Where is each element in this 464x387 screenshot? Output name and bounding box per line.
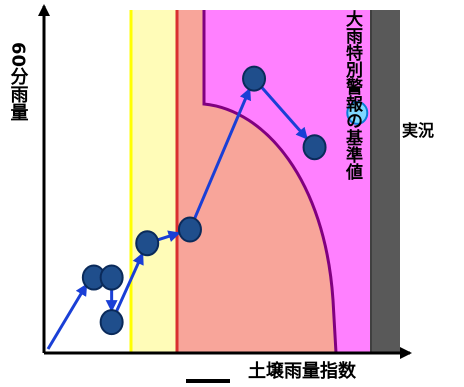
y-axis-label: 60分雨量 [8, 42, 29, 121]
zone-gray [371, 10, 400, 353]
zone-yellow [131, 10, 177, 353]
warning-boundary-line [202, 10, 338, 354]
actual-label: 実況 [402, 121, 434, 140]
trajectory-arrow-4 [156, 230, 181, 242]
actual-point [346, 100, 369, 125]
zone-salmon [177, 10, 336, 353]
trajectory-arrow-6 [259, 85, 308, 140]
trajectory-arrow-start [46, 283, 88, 350]
data-point-6 [242, 65, 267, 92]
axes-layer [38, 4, 412, 383]
zones-layer [44, 10, 400, 354]
data-point-2 [99, 264, 124, 291]
trajectory-arrow-5 [192, 87, 251, 221]
trajectory-arrow-3 [114, 252, 144, 314]
legend-bar [186, 379, 230, 383]
arrows-layer [46, 85, 308, 350]
threshold-annotation: 大雨特別警報の基準値 [342, 9, 364, 181]
data-point-7 [302, 134, 327, 161]
points-layer [81, 65, 369, 336]
data-point-3 [99, 309, 124, 336]
data-point-5 [177, 216, 202, 243]
x-axis-label: 土壌雨量指数 [248, 360, 357, 382]
data-point-4 [135, 230, 160, 257]
